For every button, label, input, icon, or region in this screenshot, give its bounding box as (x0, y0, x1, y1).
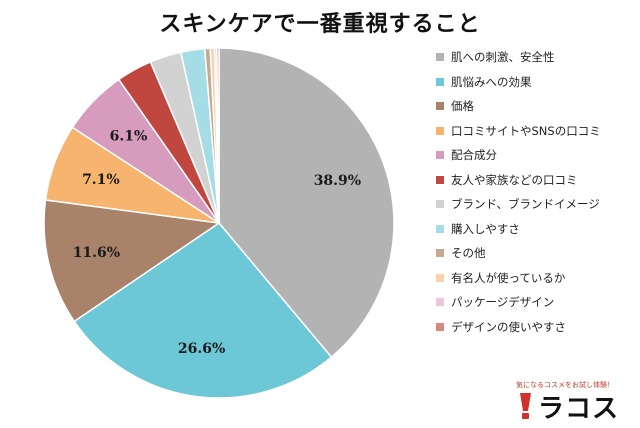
brand-tagline: 気になるコスメをお試し体験！ (516, 381, 614, 389)
chart-title: スキンケアで一番重視すること (159, 11, 481, 37)
legend-label: デザインの使いやすさ (451, 319, 566, 334)
legend-swatch (436, 53, 444, 62)
legend-swatch (436, 224, 444, 233)
pie-slice-12 (216, 47, 220, 224)
legend-label: 配合成分 (451, 148, 497, 163)
legend-swatch (436, 102, 444, 111)
legend-item-6: 友人や家族などの口コミ (436, 168, 636, 193)
pie-slice-1 (218, 47, 395, 359)
legend-label: ブランド、ブランドイメージ (451, 197, 600, 212)
data-label-3: 11.6% (73, 245, 120, 261)
legend-item-7: ブランド、ブランドイメージ (436, 192, 636, 217)
legend-item-9: その他 (436, 241, 636, 266)
legend-item-12: デザインの使いやすさ (436, 315, 636, 340)
legend-item-3: 価格 (436, 94, 636, 119)
legend: 肌への刺激、安全性 肌悩みへの効果 価格口コミサイトやSNSの口コミ 配合成分友人や家… (436, 45, 636, 339)
legend-label: 購入しやすさ (451, 221, 520, 236)
legend-label: 価格 (451, 99, 474, 114)
legend-item-8: 購入しやすさ (436, 217, 636, 242)
legend-label: 友人や家族などの口コミ (451, 172, 578, 187)
legend-label: 肌への刺激、安全性 (451, 50, 555, 65)
legend-swatch (436, 151, 444, 160)
legend-item-11: パッケージデザイン (436, 290, 636, 315)
legend-label: その他 (451, 246, 486, 261)
brand-logo: 気になるコスメをお試し体験！ ラコス (508, 380, 628, 424)
legend-item-5: 配合成分 (436, 143, 636, 168)
exclamation-mark-icon (520, 393, 531, 419)
legend-swatch (436, 273, 444, 282)
legend-swatch (436, 126, 444, 135)
legend-swatch (436, 200, 444, 209)
data-label-1: 38.9% (314, 173, 361, 189)
legend-label: パッケージデザイン (451, 295, 555, 310)
legend-label: 肌悩みへの効果 (451, 74, 532, 89)
legend-item-2: 肌悩みへの効果 (436, 70, 636, 95)
brand-name: ラコス (538, 394, 620, 424)
legend-swatch (436, 322, 444, 331)
legend-label: 口コミサイトやSNSの口コミ (451, 123, 601, 138)
data-label-4: 7.1% (82, 172, 120, 188)
legend-item-1: 肌への刺激、安全性 (436, 45, 636, 70)
legend-swatch (436, 175, 444, 184)
pie-slice-3 (43, 199, 222, 323)
legend-item-10: 有名人が使っているか (436, 266, 636, 291)
data-label-2: 26.6% (178, 341, 225, 357)
data-label-5: 6.1% (110, 128, 148, 144)
legend-swatch (436, 298, 444, 307)
legend-label: 有名人が使っているか (451, 270, 566, 285)
legend-swatch (436, 249, 444, 258)
legend-swatch (436, 77, 444, 86)
legend-item-4: 口コミサイトやSNSの口コミ (436, 119, 636, 144)
pie-slice-2 (73, 221, 333, 399)
